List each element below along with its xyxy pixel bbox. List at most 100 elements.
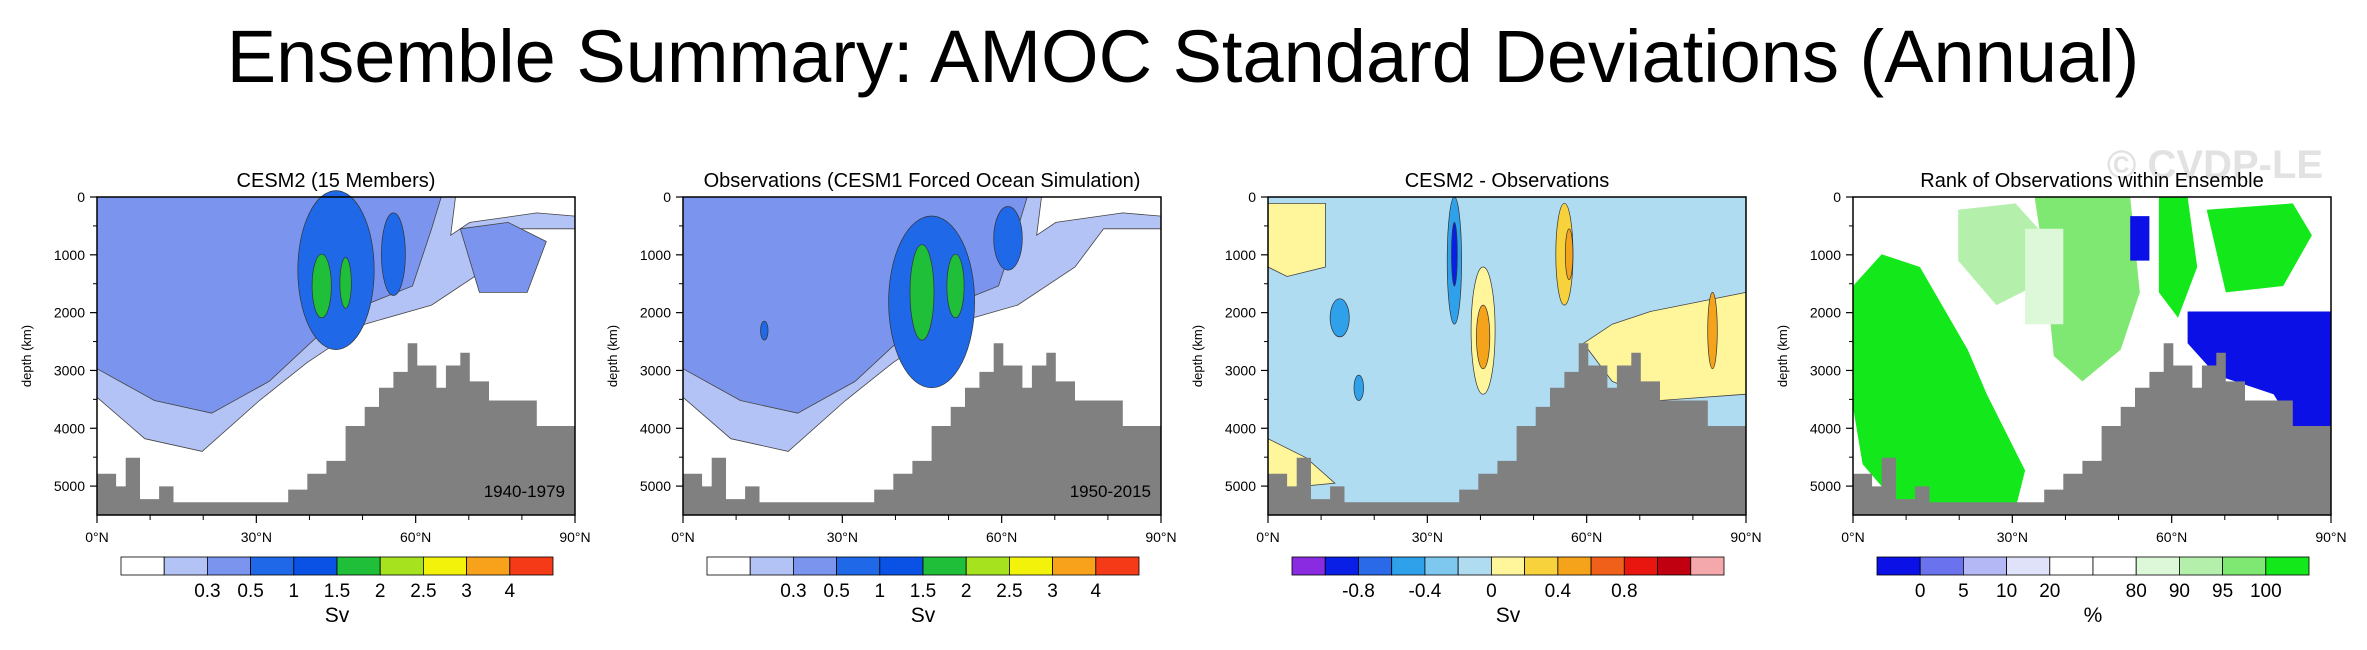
colorbar-box	[1358, 556, 1393, 576]
colorbar-label: 0.5	[823, 581, 849, 602]
y-tick-label: 3000	[1810, 362, 1841, 378]
colorbar-label: 0.5	[237, 581, 263, 602]
contour-2-core	[311, 253, 332, 319]
y-axis-label: depth (km)	[1190, 325, 1205, 387]
x-tick-label: 60°N	[1571, 529, 1602, 545]
colorbar: -0.8 -0.4 0 0.4 0.8 Sv	[1291, 556, 1725, 627]
y-tick-label: 3000	[1225, 362, 1256, 378]
colorbar-label: 2.5	[410, 581, 436, 602]
colorbar-box	[1291, 556, 1326, 576]
x-tick-label: 90°N	[2315, 529, 2346, 545]
x-tick-label: 60°N	[2156, 529, 2187, 545]
rank-region-pale	[2025, 228, 2064, 325]
colorbar-label: 0.3	[780, 581, 806, 602]
colorbar-box	[250, 556, 295, 576]
rank-region-low-b	[2130, 216, 2150, 261]
colorbar-box	[336, 556, 381, 576]
colorbar-box	[2265, 556, 2310, 576]
colorbar-box	[922, 556, 967, 576]
colorbar-label: 3	[1047, 581, 1058, 602]
y-tick-label: 5000	[1810, 478, 1841, 494]
x-tick-label: 90°N	[1145, 529, 1176, 545]
y-tick-label: 1000	[1810, 247, 1841, 263]
x-tick-label: 30°N	[241, 529, 272, 545]
colorbar-label: 1	[875, 581, 886, 602]
contour-1-south	[760, 320, 769, 341]
x-tick-label: 30°N	[1412, 529, 1443, 545]
colorbar-box	[2135, 556, 2180, 576]
colorbar-box	[1324, 556, 1359, 576]
contour-1-east	[381, 212, 406, 296]
x-tick-label: 60°N	[400, 529, 431, 545]
colorbar-label: 95	[2212, 581, 2233, 602]
colorbar-label: 2.5	[996, 581, 1022, 602]
colorbar-box	[206, 556, 251, 576]
contour-neg-core-c	[1329, 298, 1350, 338]
y-axis-label: depth (km)	[605, 325, 620, 387]
plot-frame	[1852, 196, 2332, 516]
y-tick-label: 1000	[54, 247, 85, 263]
colorbar-box	[1424, 556, 1459, 576]
y-tick-label: 1000	[1225, 247, 1256, 263]
y-tick-label: 3000	[640, 362, 671, 378]
rank-region-high-b	[2158, 197, 2198, 318]
contour-neg-core-b	[1451, 222, 1458, 287]
colorbar-box	[1490, 556, 1526, 576]
colorbar-box	[1391, 556, 1426, 576]
colorbar-box	[1009, 556, 1054, 576]
x-tick-label: 60°N	[986, 529, 1017, 545]
figure-title: Ensemble Summary: AMOC Standard Deviatio…	[227, 15, 2139, 98]
colorbar-unit: Sv	[325, 604, 350, 627]
x-tick-label: 0°N	[1841, 529, 1865, 545]
panel-4: Rank of Observations within Ensemble dept…	[1775, 170, 2347, 627]
colorbar-unit: Sv	[1496, 604, 1521, 627]
x-tick-label: 0°N	[671, 529, 695, 545]
colorbar-box	[1876, 556, 1921, 576]
colorbar-label: 0.3	[194, 581, 220, 602]
y-tick-label: 5000	[640, 478, 671, 494]
colorbar: 0.3 0.5 1 1.5 2 2.5 3 4 Sv	[120, 556, 554, 627]
panel-3: CESM2 - Observations depth (km) 0 1000 2000 3…	[1190, 170, 1762, 627]
colorbar-box	[1623, 556, 1658, 576]
x-tick-label: 30°N	[1997, 529, 2028, 545]
contour-0.5-north	[459, 221, 547, 293]
y-tick-label: 0	[1248, 189, 1256, 205]
y-tick-label: 2000	[1225, 305, 1256, 321]
colorbar-box	[163, 556, 208, 576]
colorbar-label: -0.4	[1409, 581, 1442, 602]
panel-2: Observations (CESM1 Forced Ocean Simulat…	[605, 170, 1177, 627]
colorbar-label: -0.8	[1342, 581, 1375, 602]
contour-pos-west	[1267, 203, 1326, 277]
colorbar-label: 20	[2039, 581, 2060, 602]
colorbar-label: 2	[961, 581, 972, 602]
panel-1: CESM2 (15 Members) depth (km) 0 1000 2000 300…	[19, 170, 591, 627]
colorbar-box	[120, 556, 165, 576]
colorbar-box	[879, 556, 924, 576]
y-tick-label: 4000	[54, 420, 85, 436]
colorbar-box	[466, 556, 511, 576]
y-tick-label: 0	[77, 189, 85, 205]
colorbar-label: 4	[505, 581, 516, 602]
topography-mask	[683, 343, 1161, 515]
watermark-text: © CVDP-LE	[2107, 143, 2323, 187]
y-tick-label: 2000	[54, 305, 85, 321]
colorbar-box	[1557, 556, 1592, 576]
period-label: 1940-1979	[484, 482, 565, 501]
rank-region-high	[1853, 254, 2026, 509]
colorbar-label: 0.4	[1545, 581, 1572, 602]
colorbar-box	[2222, 556, 2267, 576]
y-tick-label: 2000	[1810, 305, 1841, 321]
contour-1-core	[297, 190, 375, 350]
colorbar: 0 5 10 20 80 90 95 100%	[1876, 556, 2310, 627]
colorbar-label: 1.5	[324, 581, 350, 602]
colorbar-box	[2049, 556, 2094, 576]
colorbar-box	[1690, 556, 1725, 576]
colorbar-box	[2006, 556, 2051, 576]
y-tick-label: 4000	[1225, 420, 1256, 436]
contour-pos-core-b	[1476, 304, 1491, 370]
colorbar-label: 10	[1996, 581, 2017, 602]
topography-mask	[1853, 343, 2331, 515]
y-tick-label: 5000	[1225, 478, 1256, 494]
colorbar-label: 2	[375, 581, 386, 602]
